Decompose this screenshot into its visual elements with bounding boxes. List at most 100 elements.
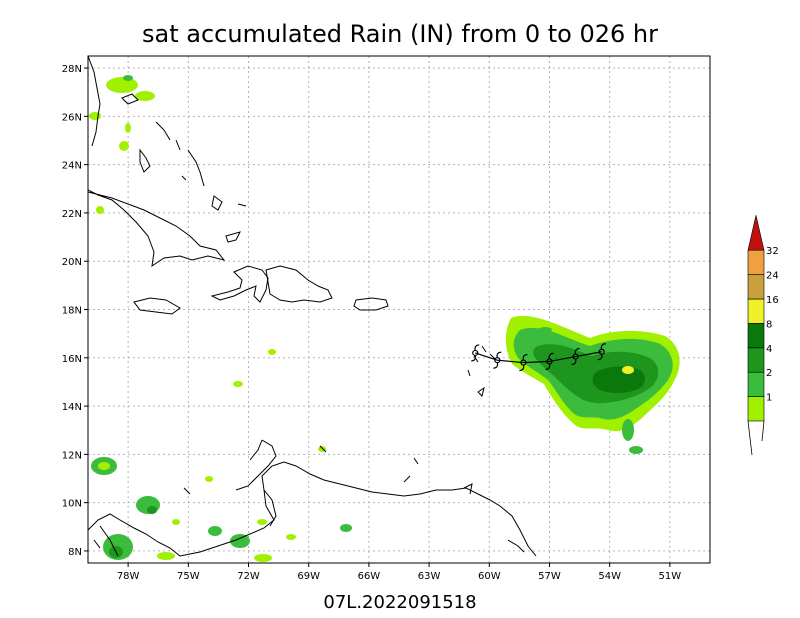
coastlines bbox=[88, 56, 537, 557]
lat-tick-label: 18N bbox=[62, 306, 82, 317]
colorbar-segment bbox=[747, 323, 765, 349]
coast-jamaica bbox=[133, 297, 181, 315]
colorbar-label: 2 bbox=[766, 368, 772, 379]
track-line bbox=[475, 351, 602, 364]
hurricane-symbol-icon bbox=[571, 347, 580, 366]
rain-cell bbox=[257, 519, 267, 525]
coast-lake-maracaibo-west bbox=[235, 439, 277, 491]
rain-cell bbox=[254, 554, 272, 562]
coast-barbados bbox=[477, 386, 485, 397]
coast-hispaniola-west bbox=[210, 265, 269, 303]
coast-bahamas-1 bbox=[121, 93, 139, 105]
coast-bahamas-2 bbox=[139, 148, 151, 173]
coast-tobago bbox=[413, 457, 419, 465]
lon-tick-label: 57W bbox=[538, 571, 561, 582]
coast-martinique bbox=[473, 355, 479, 363]
colorbar-segment bbox=[747, 371, 765, 397]
coast-sanandres bbox=[183, 487, 191, 495]
rain-cell bbox=[125, 123, 131, 133]
colorbar-top-arrow bbox=[747, 215, 765, 251]
colorbar-segment bbox=[747, 396, 765, 422]
rain-cell bbox=[135, 91, 155, 101]
lon-tick-label: 54W bbox=[598, 571, 621, 582]
lon-tick-label: 72W bbox=[237, 571, 260, 582]
lat-tick-label: 12N bbox=[62, 450, 82, 461]
coast-turks bbox=[237, 203, 247, 207]
coast-colombia-pacific bbox=[93, 539, 101, 549]
rain-cell bbox=[286, 534, 296, 540]
coast-trinidad bbox=[463, 483, 473, 495]
lon-tick-label: 51W bbox=[659, 571, 682, 582]
coast-panama bbox=[99, 525, 119, 557]
coast-margarita bbox=[403, 475, 411, 483]
lon-tick-label: 69W bbox=[297, 571, 320, 582]
coast-curacao bbox=[319, 445, 327, 453]
coast-bahamas-7 bbox=[181, 175, 187, 181]
coast-puerto-rico bbox=[353, 297, 389, 311]
rain-cell bbox=[157, 552, 175, 560]
coast-dominica bbox=[481, 345, 487, 353]
rain-cell bbox=[98, 462, 110, 470]
coast-guyana bbox=[507, 539, 525, 553]
map-area: 78W 75W 72W 69W 66W 63W 60W 57W 54W 51W 8N 10N 12N 14… bbox=[62, 55, 711, 582]
coast-inagua bbox=[225, 231, 241, 243]
storm-id-label: 07L.2022091518 bbox=[323, 592, 476, 613]
coast-bahamas-4 bbox=[175, 139, 181, 151]
colorbar-segment bbox=[747, 274, 765, 300]
hurricane-symbol-icon bbox=[519, 354, 528, 372]
lon-tick-label: 66W bbox=[358, 571, 381, 582]
hurricane-symbol-icon bbox=[493, 351, 502, 369]
lat-tick-label: 10N bbox=[62, 499, 82, 510]
colorbar-segment bbox=[747, 249, 765, 275]
rain-cell bbox=[119, 141, 129, 151]
coast-south-america bbox=[88, 461, 537, 557]
rain-cell bbox=[106, 77, 138, 93]
rain-cell bbox=[268, 349, 276, 355]
lat-tick-label: 28N bbox=[62, 64, 82, 75]
rain-max-16in bbox=[622, 366, 634, 374]
lat-tick-label: 14N bbox=[62, 402, 82, 413]
lon-tick-label: 75W bbox=[177, 571, 200, 582]
rain-cell bbox=[96, 206, 104, 214]
lon-tick-label: 60W bbox=[478, 571, 501, 582]
rain-swath-8in bbox=[592, 366, 645, 393]
coast-bahamas-6 bbox=[211, 195, 223, 211]
rain-cell bbox=[89, 112, 101, 120]
coast-hispaniola-east bbox=[265, 265, 333, 303]
rain-cell bbox=[233, 381, 243, 387]
rain-cell bbox=[205, 476, 213, 482]
colorbar-segment bbox=[747, 298, 765, 324]
rain-cell bbox=[123, 75, 133, 81]
axis-ticks: 78W 75W 72W 69W 66W 63W 60W 57W 54W 51W 8N 10N 12N 14… bbox=[62, 64, 682, 582]
hurricane-symbol-icon bbox=[471, 344, 480, 362]
rain-cell bbox=[629, 446, 643, 454]
lat-tick-label: 24N bbox=[62, 161, 82, 172]
lon-tick-label: 78W bbox=[117, 571, 140, 582]
rain-cell bbox=[172, 519, 180, 525]
hurricane-symbol-icon bbox=[545, 352, 554, 371]
coast-florida bbox=[88, 56, 101, 147]
coast-guajira bbox=[249, 439, 263, 461]
lat-tick-label: 26N bbox=[62, 112, 82, 123]
grid-lines bbox=[88, 56, 710, 563]
coast-st-lucia bbox=[467, 369, 471, 377]
colorbar-segment bbox=[747, 347, 765, 373]
rain-cell bbox=[340, 524, 352, 532]
colorbar-label: 4 bbox=[766, 344, 772, 355]
colorbar-label: 24 bbox=[766, 271, 779, 282]
coast-bahamas-3 bbox=[155, 121, 171, 141]
lat-tick-label: 20N bbox=[62, 257, 82, 268]
colorbar-label: 32 bbox=[766, 246, 779, 257]
rain-cell bbox=[208, 526, 222, 536]
chart-title: sat accumulated Rain (IN) from 0 to 026 … bbox=[142, 20, 658, 48]
lat-tick-label: 22N bbox=[62, 209, 82, 220]
lon-tick-label: 63W bbox=[418, 571, 441, 582]
hurricane-symbol-icon bbox=[597, 343, 606, 361]
storm-track bbox=[471, 343, 606, 372]
colorbar-label: 16 bbox=[766, 295, 779, 306]
rain-cell bbox=[147, 506, 157, 514]
coast-lake-maracaibo bbox=[263, 489, 277, 527]
colorbar-label: 1 bbox=[766, 393, 772, 404]
